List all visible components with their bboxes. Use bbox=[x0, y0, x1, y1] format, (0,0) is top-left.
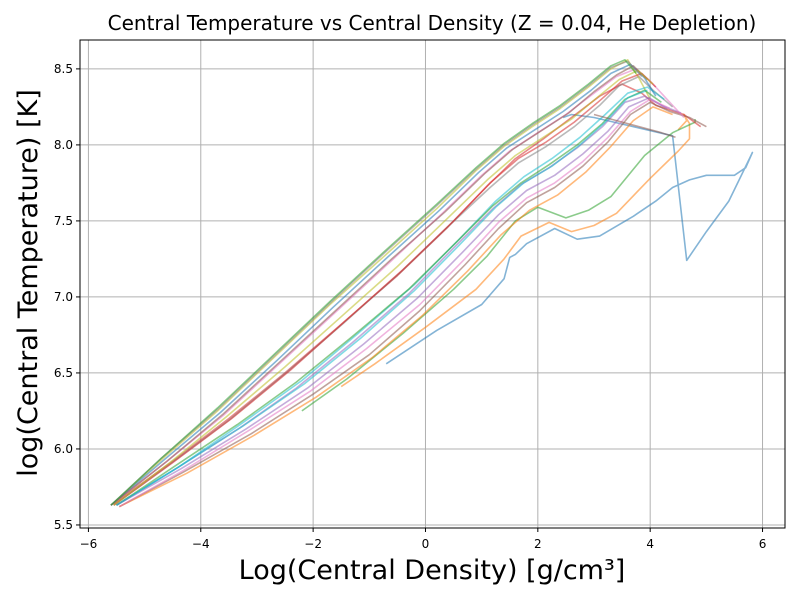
series-line-6 bbox=[118, 101, 707, 508]
y-tick-label: 5.5 bbox=[54, 518, 73, 532]
grid bbox=[80, 40, 785, 528]
series-line-1 bbox=[385, 113, 754, 365]
y-tick-label: 6.5 bbox=[54, 366, 73, 380]
chart-title: Central Temperature vs Central Density (… bbox=[108, 11, 757, 35]
x-axis-label: Log(Central Density) [g/cm³] bbox=[239, 555, 626, 586]
series-line-14 bbox=[113, 72, 657, 506]
series-line-3 bbox=[301, 119, 696, 412]
series-line-21 bbox=[110, 58, 637, 506]
series-line-18 bbox=[113, 69, 654, 506]
series-line-10 bbox=[116, 86, 665, 506]
series-line-17 bbox=[110, 65, 648, 506]
series-line-2 bbox=[340, 113, 691, 388]
x-tick-label: 4 bbox=[646, 537, 654, 551]
series-line-12 bbox=[118, 106, 673, 508]
x-tick-label: 6 bbox=[759, 537, 767, 551]
y-tick-label: 7.0 bbox=[54, 290, 73, 304]
y-tick-label: 8.0 bbox=[54, 138, 73, 152]
y-axis-label: log(Central Temperature) [K] bbox=[13, 89, 44, 477]
x-tick-label: −6 bbox=[80, 537, 98, 551]
series-line-19 bbox=[116, 89, 648, 506]
x-tick-label: −2 bbox=[304, 537, 322, 551]
x-tick-label: −4 bbox=[192, 537, 210, 551]
series-line-16 bbox=[118, 98, 671, 508]
series-line-22 bbox=[593, 113, 676, 139]
plot-frame bbox=[79, 39, 786, 529]
series-line-13 bbox=[116, 89, 662, 506]
series-line-11 bbox=[110, 63, 657, 506]
y-tick-label: 7.5 bbox=[54, 214, 73, 228]
series-layer bbox=[110, 58, 754, 508]
x-tick-label: 0 bbox=[422, 537, 430, 551]
series-line-15 bbox=[116, 97, 668, 506]
x-tick-label: 2 bbox=[534, 537, 542, 551]
series-line-20 bbox=[110, 60, 643, 506]
y-tick-label: 6.0 bbox=[54, 442, 73, 456]
ticks: −6 −4 −2 0 2 4 6 5.5 6.0 6.5 7.0 7.5 8.0 8.5 bbox=[54, 62, 766, 551]
y-tick-label: 8.5 bbox=[54, 62, 73, 76]
